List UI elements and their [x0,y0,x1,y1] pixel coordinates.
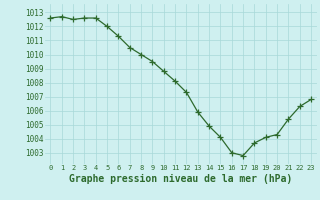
X-axis label: Graphe pression niveau de la mer (hPa): Graphe pression niveau de la mer (hPa) [69,174,292,184]
